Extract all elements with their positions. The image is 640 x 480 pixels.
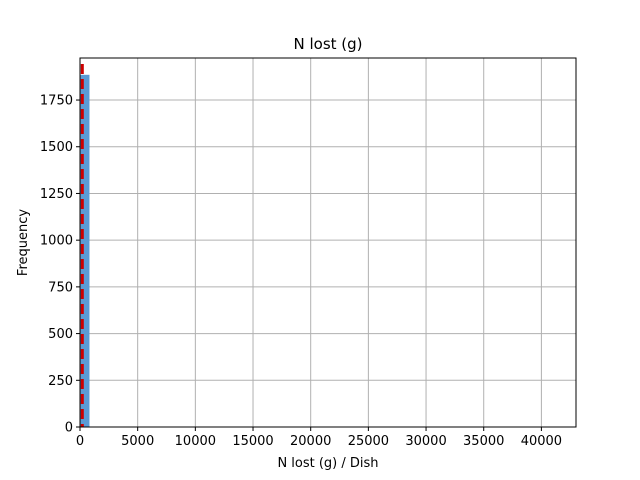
x-tick-label: 10000 <box>175 434 216 449</box>
histogram-bar <box>80 74 90 428</box>
y-tick-label: 750 <box>48 280 73 295</box>
chart-title: N lost (g) <box>293 35 362 53</box>
y-tick-label: 0 <box>65 421 73 436</box>
x-tick-label: 30000 <box>405 434 446 449</box>
x-tick-label: 35000 <box>463 434 504 449</box>
y-tick-label: 1750 <box>40 94 73 109</box>
grid <box>79 58 576 428</box>
y-tick-label: 1000 <box>40 234 73 249</box>
x-tick-label: 20000 <box>290 434 331 449</box>
x-tick-label: 40000 <box>521 434 562 449</box>
x-axis-label: N lost (g) / Dish <box>277 456 378 471</box>
x-tick-label: 0 <box>76 434 84 449</box>
x-ticks: 0 5000 10000 15000 20000 25000 30000 35000 40000 <box>76 427 562 449</box>
plot-frame <box>79 57 577 428</box>
y-ticks: 0 250 500 750 1000 1250 1500 1750 <box>40 94 80 436</box>
x-tick-label: 5000 <box>121 434 154 449</box>
y-tick-label: 500 <box>48 327 73 342</box>
x-tick-label: 25000 <box>348 434 389 449</box>
y-tick-label: 250 <box>48 374 73 389</box>
bars <box>80 74 553 428</box>
y-axis-label: Frequency <box>16 209 31 276</box>
y-tick-label: 1500 <box>40 140 73 155</box>
x-tick-label: 15000 <box>232 434 273 449</box>
y-tick-label: 1250 <box>40 187 73 202</box>
